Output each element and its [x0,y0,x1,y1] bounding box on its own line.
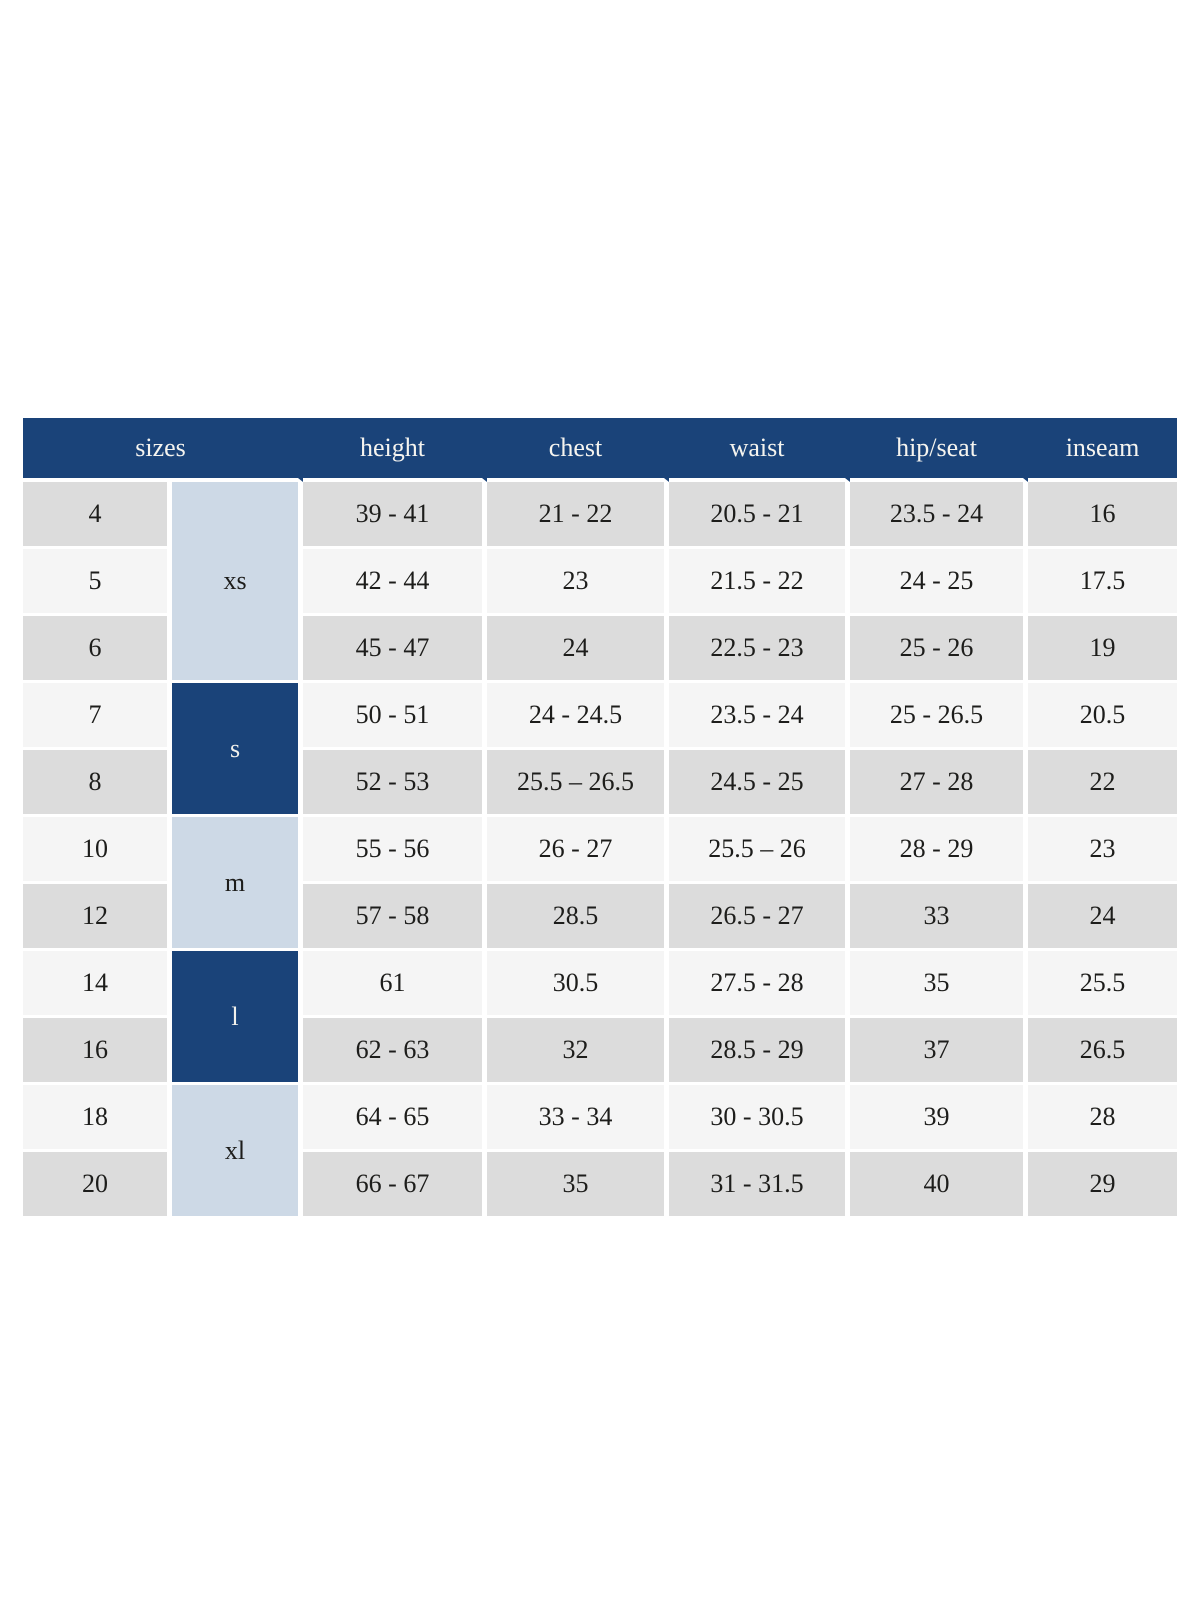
cell-size: 4 [23,482,172,549]
table-row-size-14: 14 l 61 30.5 27.5 - 28 35 25.5 [23,951,1178,1085]
cell-hip-seat: 40 [850,1152,1029,1219]
header-hip-seat: hip/seat [850,418,1029,482]
cell-size: 6 [23,616,172,683]
cell-inseam: 29 [1028,1152,1178,1219]
cell-hip-seat: 28 - 29 [850,817,1029,884]
cell-size: 10 [23,817,172,884]
cell-waist: 31 - 31.5 [669,1152,851,1219]
size-group-xl: xl [172,1085,304,1219]
cell-hip-seat: 33 [850,884,1029,951]
header-waist: waist [669,418,851,482]
cell-waist: 26.5 - 27 [669,884,851,951]
cell-hip-seat: 25 - 26.5 [850,683,1029,750]
cell-waist: 25.5 – 26 [669,817,851,884]
size-group-m: m [172,817,304,951]
cell-height: 52 - 53 [303,750,488,817]
cell-height: 61 [303,951,488,1018]
cell-inseam: 24 [1028,884,1178,951]
cell-waist: 20.5 - 21 [669,482,851,549]
cell-waist: 27.5 - 28 [669,951,851,1018]
cell-inseam: 20.5 [1028,683,1178,750]
table-row-size-5: 5 42 - 44 23 21.5 - 22 24 - 25 17.5 [23,549,1178,616]
header-chest: chest [487,418,670,482]
cell-inseam: 23 [1028,817,1178,884]
cell-waist: 30 - 30.5 [669,1085,851,1152]
cell-hip-seat: 23.5 - 24 [850,482,1029,549]
table-row-size-20: 20 66 - 67 35 31 - 31.5 40 29 [23,1152,1178,1219]
cell-height: 42 - 44 [303,549,488,616]
cell-chest: 28.5 [487,884,670,951]
cell-chest: 30.5 [487,951,670,1018]
cell-size: 5 [23,549,172,616]
cell-size: 7 [23,683,172,750]
cell-waist: 28.5 - 29 [669,1018,851,1085]
cell-height: 45 - 47 [303,616,488,683]
cell-height: 55 - 56 [303,817,488,884]
cell-height: 62 - 63 [303,1018,488,1085]
cell-height: 66 - 67 [303,1152,488,1219]
cell-height: 39 - 41 [303,482,488,549]
header-sizes: sizes [23,418,304,482]
cell-size: 20 [23,1152,172,1219]
cell-size: 12 [23,884,172,951]
cell-chest: 33 - 34 [487,1085,670,1152]
size-group-s: s [172,683,304,817]
cell-size: 16 [23,1018,172,1085]
cell-hip-seat: 39 [850,1085,1029,1152]
table-row-size-10: 10 m 55 - 56 26 - 27 25.5 – 26 28 - 29 2… [23,817,1178,951]
cell-hip-seat: 35 [850,951,1029,1018]
table-row-size-16: 16 62 - 63 32 28.5 - 29 37 26.5 [23,1018,1178,1085]
cell-inseam: 28 [1028,1085,1178,1152]
cell-waist: 21.5 - 22 [669,549,851,616]
cell-inseam: 19 [1028,616,1178,683]
cell-chest: 21 - 22 [487,482,670,549]
cell-height: 57 - 58 [303,884,488,951]
table-row-size-7: 7 s 50 - 51 24 - 24.5 23.5 - 24 25 - 26.… [23,683,1178,817]
cell-chest: 25.5 – 26.5 [487,750,670,817]
cell-inseam: 16 [1028,482,1178,549]
cell-chest: 24 [487,616,670,683]
table-row-size-18: 18 xl 64 - 65 33 - 34 30 - 30.5 39 28 [23,1085,1178,1219]
cell-hip-seat: 25 - 26 [850,616,1029,683]
cell-size: 14 [23,951,172,1018]
table-row-size-6: 6 45 - 47 24 22.5 - 23 25 - 26 19 [23,616,1178,683]
table-row-size-12: 12 57 - 58 28.5 26.5 - 27 33 24 [23,884,1178,951]
cell-waist: 23.5 - 24 [669,683,851,750]
header-row: sizes height chest waist hip/seat inseam [23,418,1178,482]
cell-hip-seat: 27 - 28 [850,750,1029,817]
cell-waist: 24.5 - 25 [669,750,851,817]
cell-height: 50 - 51 [303,683,488,750]
table-row-size-8: 8 52 - 53 25.5 – 26.5 24.5 - 25 27 - 28 … [23,750,1178,817]
cell-chest: 32 [487,1018,670,1085]
cell-chest: 24 - 24.5 [487,683,670,750]
cell-hip-seat: 24 - 25 [850,549,1029,616]
size-group-l: l [172,951,304,1085]
table-row-size-4: 4 xs 39 - 41 21 - 22 20.5 - 21 23.5 - 24… [23,482,1178,683]
cell-chest: 35 [487,1152,670,1219]
cell-inseam: 17.5 [1028,549,1178,616]
cell-size: 18 [23,1085,172,1152]
size-group-xs: xs [172,482,304,683]
cell-hip-seat: 37 [850,1018,1029,1085]
cell-inseam: 22 [1028,750,1178,817]
cell-inseam: 26.5 [1028,1018,1178,1085]
cell-waist: 22.5 - 23 [669,616,851,683]
cell-inseam: 25.5 [1028,951,1178,1018]
cell-chest: 23 [487,549,670,616]
header-height: height [303,418,488,482]
header-inseam: inseam [1028,418,1178,482]
size-chart-table: sizes height chest waist hip/seat inseam… [23,418,1178,1219]
cell-chest: 26 - 27 [487,817,670,884]
cell-height: 64 - 65 [303,1085,488,1152]
cell-size: 8 [23,750,172,817]
